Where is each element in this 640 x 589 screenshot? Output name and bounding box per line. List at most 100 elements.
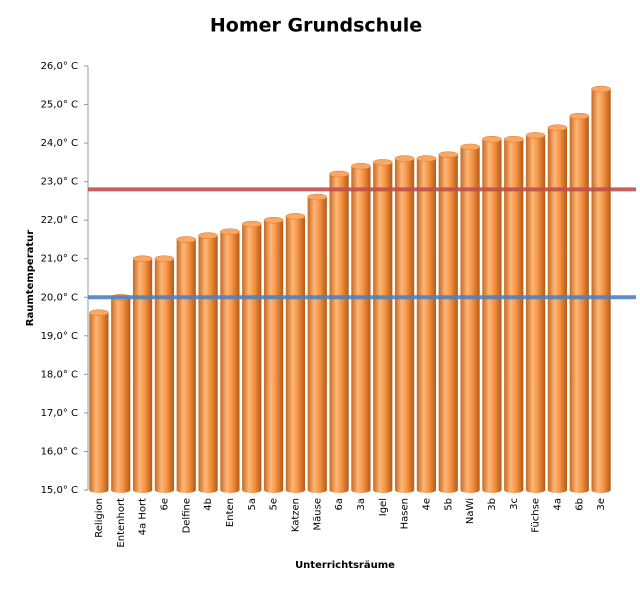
y-tick-label: 19,0° C xyxy=(41,331,78,342)
bar-bottom xyxy=(111,487,131,493)
y-tick-label: 23,0° C xyxy=(41,177,78,188)
x-tick-label: Igel xyxy=(378,498,389,516)
x-tick-label: 3a xyxy=(356,498,367,511)
x-tick-label: 4a xyxy=(552,498,563,511)
x-tick-label: 5b xyxy=(443,498,454,511)
bar xyxy=(220,231,240,490)
bar-top xyxy=(547,124,568,131)
bar xyxy=(394,158,415,490)
bar xyxy=(525,135,546,490)
bar xyxy=(591,89,611,491)
x-tick-label: Hasen xyxy=(400,498,411,529)
bar-bottom xyxy=(154,487,175,493)
x-tick-label: 6a xyxy=(334,498,345,511)
bar-top xyxy=(372,159,393,166)
bar-bottom xyxy=(329,487,349,493)
y-tick-label: 18,0° C xyxy=(41,369,78,380)
bar-bottom xyxy=(307,487,327,493)
x-tick-label: 4a Hort xyxy=(138,498,149,535)
x-tick-label: Enten xyxy=(225,498,236,527)
y-tick-label: 24,0° C xyxy=(41,138,78,149)
y-axis-title: Raumtemperatur xyxy=(25,230,36,326)
x-tick-label: Entenhort xyxy=(116,498,127,548)
bar-top xyxy=(285,213,306,220)
x-tick-label: 3e xyxy=(596,498,607,511)
bar-top xyxy=(263,216,284,224)
bar xyxy=(569,116,589,490)
bar-bottom xyxy=(263,487,284,493)
bar-bottom xyxy=(460,487,480,493)
bar xyxy=(482,139,502,490)
bar-top xyxy=(132,255,153,262)
y-tick-label: 22,0° C xyxy=(41,215,78,226)
bar-top xyxy=(416,155,437,162)
x-tick-label: Füchse xyxy=(531,498,542,533)
x-tick-label: 3c xyxy=(509,498,520,510)
bar-top xyxy=(591,85,611,93)
y-tick-label: 26,0° C xyxy=(41,61,78,72)
y-tick-label: 20,0° C xyxy=(41,292,78,303)
bar-bottom xyxy=(285,487,306,493)
bar-bottom xyxy=(198,487,218,493)
bar xyxy=(176,239,196,490)
bar-bottom xyxy=(569,487,589,493)
bar xyxy=(547,127,568,490)
bar-bottom xyxy=(504,487,524,493)
bar xyxy=(154,258,175,490)
bar xyxy=(111,297,131,490)
bar-top xyxy=(198,232,218,239)
bar-top xyxy=(220,228,240,235)
y-tick-label: 17,0° C xyxy=(41,408,78,419)
x-tick-label: Religion xyxy=(94,498,105,538)
bar xyxy=(285,216,306,490)
x-tick-label: 5a xyxy=(247,498,258,511)
x-tick-label: 4e xyxy=(421,498,432,511)
x-tick-label: 3b xyxy=(487,498,498,511)
bar-top xyxy=(351,162,371,170)
x-tick-label: 5e xyxy=(269,498,280,511)
bar-bottom xyxy=(242,487,262,493)
x-tick-label: 4b xyxy=(203,498,214,511)
bar-bottom xyxy=(482,487,502,493)
bar xyxy=(242,224,262,490)
bar-top xyxy=(394,155,415,162)
x-axis-title: Unterrichtsräume xyxy=(295,560,395,571)
bar-bottom xyxy=(438,487,458,493)
chart-title: Homer Grundschule xyxy=(210,15,422,37)
bar-bottom xyxy=(591,487,611,493)
bar xyxy=(89,312,109,490)
bar-top xyxy=(460,143,480,151)
bar-top xyxy=(154,255,175,262)
x-tick-label: 6e xyxy=(159,498,170,511)
bar-top xyxy=(176,236,197,243)
bar-bottom xyxy=(132,487,153,493)
x-tick-label: Katzen xyxy=(290,498,301,532)
bar-top xyxy=(307,193,328,201)
bar-bottom xyxy=(89,487,109,493)
bar-top xyxy=(503,135,524,143)
bar-top xyxy=(525,132,546,139)
bar xyxy=(198,235,218,490)
bar-bottom xyxy=(220,487,240,493)
x-tick-label: NaWi xyxy=(465,498,476,524)
bar xyxy=(351,166,371,490)
bar xyxy=(416,158,437,490)
y-tick-label: 15,0° C xyxy=(41,485,78,496)
y-tick-label: 21,0° C xyxy=(41,254,78,265)
bar xyxy=(504,139,524,490)
bar-bottom xyxy=(176,487,196,493)
bar-top xyxy=(482,135,502,143)
bar xyxy=(329,173,349,490)
bar xyxy=(460,146,480,491)
bar-top xyxy=(329,170,349,178)
bar-bottom xyxy=(547,487,568,493)
bar xyxy=(373,162,393,490)
bar-top xyxy=(89,309,109,316)
x-tick-label: Delfine xyxy=(181,498,192,533)
y-tick-label: 25,0° C xyxy=(41,100,78,111)
x-tick-label: Mäuse xyxy=(312,498,323,530)
bar-top xyxy=(438,151,459,158)
bar-bottom xyxy=(351,487,371,493)
bar-bottom xyxy=(394,487,415,493)
